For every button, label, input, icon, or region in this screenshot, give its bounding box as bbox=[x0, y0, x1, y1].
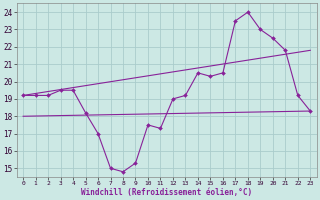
X-axis label: Windchill (Refroidissement éolien,°C): Windchill (Refroidissement éolien,°C) bbox=[81, 188, 252, 197]
